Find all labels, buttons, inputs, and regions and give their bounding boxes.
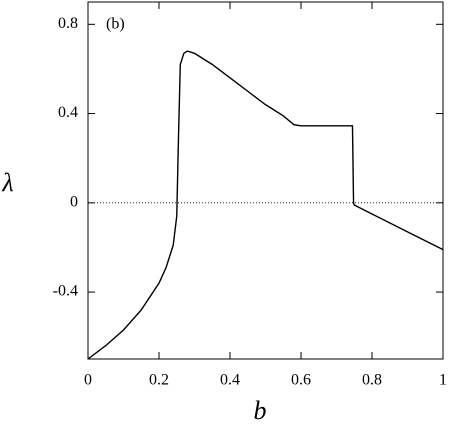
x-tick-label: 0.4 <box>220 372 240 389</box>
data-line <box>87 50 444 360</box>
y-tick-label: -0.4 <box>53 283 78 300</box>
x-tick-label: 1 <box>439 372 447 389</box>
x-tick-label: 0.2 <box>149 372 169 389</box>
y-tick-label: 0.4 <box>58 104 78 121</box>
x-tick-label: 0.8 <box>362 372 382 389</box>
plot-frame <box>87 1 444 360</box>
annotation: (b) <box>106 16 125 33</box>
x-tick-label: 0.6 <box>291 372 311 389</box>
x-tick-label: 0 <box>84 372 92 389</box>
y-tick-label: 0.8 <box>58 15 78 32</box>
y-axis-label: λ <box>1 168 13 197</box>
x-axis-label: b <box>254 396 267 425</box>
y-tick-label: 0 <box>70 193 78 210</box>
